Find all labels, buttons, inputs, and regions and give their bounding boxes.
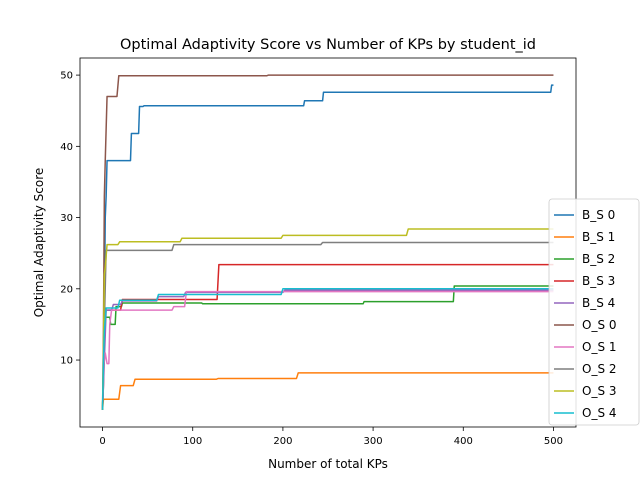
y-tick-label: 50 [60, 71, 73, 82]
legend-label: B_S 2 [582, 252, 615, 266]
legend-label: O_S 1 [582, 340, 617, 354]
series-layer [101, 74, 554, 410]
chart-title: Optimal Adaptivity Score vs Number of KP… [120, 37, 536, 53]
series-line [101, 74, 554, 410]
x-axis-label: Number of total KPs [268, 457, 388, 471]
x-tick-label: 0 [99, 436, 105, 447]
x-axis-ticks: 0 100 200 300 400 500 [99, 427, 563, 447]
x-tick-label: 500 [544, 436, 563, 447]
x-tick-label: 300 [364, 436, 383, 447]
legend: B_S 0 B_S 1 B_S 2 B_S 3 B_S 4 O_S 0 O_S 1 O_S 2… [548, 198, 640, 426]
legend-label: B_S 1 [582, 230, 615, 244]
legend-label: O_S 3 [582, 384, 617, 398]
legend-label: O_S 0 [582, 318, 617, 332]
series-line [101, 228, 554, 410]
x-tick-label: 400 [454, 436, 473, 447]
legend-label: B_S 3 [582, 274, 615, 288]
series-line [101, 372, 554, 410]
series-line [101, 288, 554, 410]
y-axis-ticks: 10 20 30 40 50 [60, 71, 80, 367]
legend-label: B_S 4 [582, 296, 615, 310]
legend-label: B_S 0 [582, 208, 615, 222]
y-axis-label: Optimal Adaptivity Score [32, 168, 46, 318]
legend-label: O_S 2 [582, 362, 617, 376]
series-line [101, 241, 554, 410]
series-line [101, 290, 554, 410]
x-tick-label: 100 [183, 436, 202, 447]
y-tick-label: 40 [60, 142, 73, 153]
legend-label: O_S 4 [582, 406, 617, 420]
series-line [101, 84, 554, 410]
y-tick-label: 20 [60, 284, 73, 295]
y-tick-label: 30 [60, 213, 73, 224]
y-tick-label: 10 [60, 356, 73, 367]
x-tick-label: 200 [273, 436, 292, 447]
